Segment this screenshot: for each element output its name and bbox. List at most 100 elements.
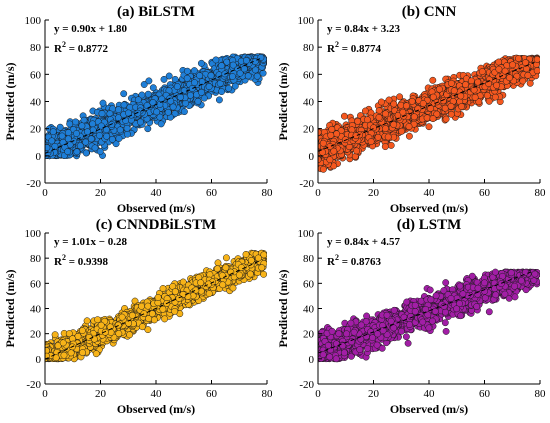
x-tick-label: 40	[151, 187, 163, 199]
data-point	[377, 98, 385, 106]
data-point	[188, 85, 196, 92]
data-point	[442, 115, 450, 123]
data-point	[183, 67, 191, 75]
data-point	[205, 83, 213, 91]
data-point	[87, 135, 95, 143]
data-point	[533, 55, 540, 63]
data-point	[319, 139, 327, 147]
data-point	[495, 58, 503, 66]
data-point	[319, 165, 327, 173]
data-point	[363, 116, 371, 124]
data-point	[149, 99, 157, 106]
data-point	[82, 149, 90, 157]
data-point	[382, 110, 389, 118]
data-point	[390, 100, 398, 108]
data-point	[82, 138, 90, 146]
data-point	[327, 131, 335, 139]
r-squared-label: R2 = 0.8772	[54, 40, 108, 55]
data-point	[318, 156, 322, 164]
data-point	[169, 103, 177, 111]
y-tick-label: -20	[299, 178, 314, 190]
data-point	[447, 102, 455, 110]
data-point	[97, 122, 105, 130]
y-tick-label: 20	[30, 124, 42, 136]
y-tick-label: 60	[303, 69, 315, 81]
data-point	[493, 81, 501, 89]
y-tick-label: 40	[303, 97, 315, 109]
data-point	[419, 100, 427, 107]
data-point	[474, 78, 482, 86]
data-point	[218, 62, 225, 70]
data-point	[381, 125, 389, 133]
data-point	[56, 123, 64, 131]
data-point	[351, 153, 359, 160]
data-point	[103, 132, 111, 140]
y-tick-label: 80	[303, 42, 315, 54]
data-point	[225, 84, 233, 92]
data-point	[374, 133, 382, 141]
data-point	[326, 156, 334, 164]
data-point	[475, 98, 483, 106]
data-point	[99, 99, 107, 107]
data-point	[160, 75, 168, 83]
data-point	[447, 79, 455, 87]
data-point	[123, 130, 131, 138]
data-point	[216, 79, 224, 87]
data-point	[244, 72, 252, 80]
data-point	[478, 68, 486, 76]
data-point	[458, 103, 466, 110]
data-point	[509, 61, 517, 69]
data-point	[138, 91, 146, 99]
data-point	[96, 132, 103, 139]
scatter-points	[45, 249, 267, 363]
data-point	[123, 124, 131, 132]
data-point	[259, 69, 267, 77]
data-point	[126, 103, 134, 111]
data-point	[402, 102, 410, 110]
data-point	[501, 67, 509, 75]
panel-title: (b) CNN	[402, 4, 457, 20]
data-point	[441, 104, 449, 112]
data-point	[251, 66, 259, 74]
data-point	[524, 71, 532, 79]
data-point	[190, 67, 198, 75]
data-point	[390, 121, 398, 129]
data-point	[72, 118, 80, 126]
data-point	[405, 123, 413, 131]
x-tick-label: 20	[95, 187, 107, 199]
data-point	[167, 97, 175, 105]
data-point	[439, 97, 447, 105]
data-point	[45, 144, 51, 152]
data-point	[115, 135, 123, 142]
data-point	[242, 57, 250, 64]
data-point	[429, 115, 437, 123]
data-point	[361, 107, 369, 115]
x-tick-label: 0	[315, 187, 321, 199]
data-point	[433, 110, 441, 118]
data-point	[140, 81, 148, 88]
data-point	[116, 126, 124, 134]
data-point	[467, 77, 475, 85]
data-point	[352, 132, 360, 140]
r-squared-symbol: R	[54, 43, 63, 55]
scatter-points	[318, 54, 540, 173]
data-point	[231, 82, 239, 90]
data-point	[64, 148, 72, 156]
x-tick-label: 60	[206, 187, 218, 199]
r-squared-value: = 0.8774	[339, 43, 382, 55]
data-point	[326, 143, 334, 150]
data-point	[398, 127, 406, 135]
y-tick-label: 20	[303, 124, 315, 136]
data-point	[212, 56, 220, 64]
data-point	[515, 55, 522, 62]
data-point	[136, 118, 144, 126]
data-point	[367, 138, 375, 146]
data-point	[429, 76, 437, 84]
x-tick-label: 80	[535, 187, 547, 199]
data-point	[180, 108, 188, 116]
y-tick-label: 0	[36, 151, 42, 163]
r-squared-label: R2 = 0.8774	[327, 40, 381, 55]
data-point	[76, 142, 84, 150]
